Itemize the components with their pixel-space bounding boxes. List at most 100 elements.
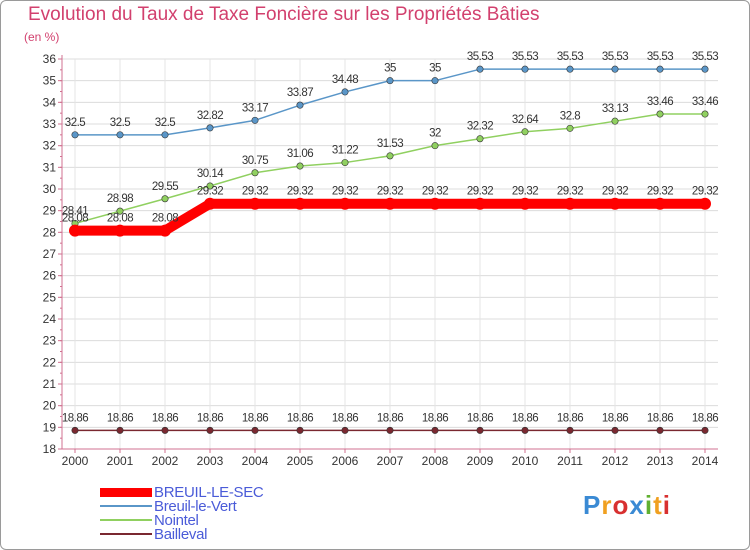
y-tick-label: 29: [43, 204, 57, 218]
proxiti-logo: Proxiti: [583, 490, 671, 521]
data-label: 28.41: [62, 205, 88, 217]
data-label: 29.32: [422, 186, 448, 198]
data-point: [656, 426, 664, 434]
x-tick-label: 2005: [287, 454, 314, 468]
data-label: 33.17: [242, 102, 268, 114]
data-label: 33.13: [602, 103, 628, 115]
data-label: 32: [429, 128, 441, 140]
data-label: 32.5: [65, 117, 85, 129]
legend-swatch-breuil-le-sec: [100, 488, 152, 497]
data-point: [384, 197, 396, 210]
data-label: 35.53: [692, 51, 718, 63]
legend-swatch-nointel: [100, 519, 152, 521]
data-point: [386, 152, 394, 160]
x-tick-label: 2007: [377, 454, 404, 468]
data-label: 35: [384, 63, 396, 75]
data-point: [431, 142, 439, 150]
data-point: [656, 65, 664, 73]
data-point: [294, 197, 306, 210]
data-label: 31.22: [332, 145, 358, 157]
data-label: 32.64: [512, 114, 539, 126]
data-label: 32.82: [197, 110, 223, 122]
data-point: [699, 197, 711, 210]
data-label: 29.32: [647, 186, 673, 198]
data-label: 35.53: [467, 51, 493, 63]
data-label: 18.86: [107, 412, 133, 424]
data-label: 18.86: [62, 412, 88, 424]
data-point: [341, 159, 349, 167]
y-tick-label: 27: [43, 247, 57, 261]
data-label: 18.86: [242, 412, 268, 424]
y-tick-label: 24: [43, 312, 57, 326]
data-label: 29.32: [467, 186, 493, 198]
data-label: 29.32: [602, 186, 628, 198]
data-label: 32.32: [467, 121, 493, 133]
data-point: [609, 197, 621, 210]
data-label: 29.32: [377, 186, 403, 198]
data-label: 32.5: [155, 117, 175, 129]
data-point: [566, 65, 574, 73]
data-point: [521, 426, 529, 434]
data-label: 18.86: [512, 412, 538, 424]
y-tick-label: 25: [43, 290, 57, 304]
y-tick-label: 28: [43, 225, 57, 239]
x-tick-label: 2000: [62, 454, 89, 468]
data-label: 18.86: [197, 412, 223, 424]
legend-label-nointel: Nointel: [154, 512, 199, 529]
data-label: 29.32: [197, 186, 223, 198]
chart-title: Evolution du Taux de Taxe Foncière sur l…: [28, 4, 540, 25]
y-tick-label: 31: [43, 160, 57, 174]
x-tick-label: 2006: [332, 454, 359, 468]
data-point: [71, 131, 79, 139]
y-tick-label: 19: [43, 420, 57, 434]
data-label: 35.53: [557, 51, 583, 63]
data-label: 35.53: [602, 51, 628, 63]
data-label: 29.32: [557, 186, 583, 198]
data-point: [114, 224, 126, 237]
x-tick-label: 2008: [422, 454, 449, 468]
x-tick-label: 2001: [107, 454, 134, 468]
y-tick-label: 33: [43, 117, 57, 131]
data-label: 31.53: [377, 138, 403, 150]
data-point: [251, 116, 259, 124]
data-label: 33.46: [692, 96, 718, 108]
data-label: 18.86: [647, 412, 673, 424]
y-tick-label: 22: [43, 355, 57, 369]
data-point: [656, 110, 664, 118]
x-tick-label: 2003: [197, 454, 224, 468]
y-tick-label: 20: [43, 399, 57, 413]
data-point: [206, 426, 214, 434]
y-tick-label: 36: [43, 52, 57, 66]
y-tick-label: 21: [43, 377, 57, 391]
data-label: 18.86: [467, 412, 493, 424]
data-point: [476, 135, 484, 143]
data-point: [69, 224, 81, 237]
x-tick-label: 2009: [467, 454, 494, 468]
data-label: 29.32: [287, 186, 313, 198]
data-point: [701, 426, 709, 434]
data-point: [204, 197, 216, 210]
data-point: [341, 88, 349, 96]
logo-letter: x: [629, 490, 645, 520]
data-label: 32.8: [560, 110, 580, 122]
legend-label-breuil-le-sec: BREUIL-LE-SEC: [154, 484, 264, 501]
y-tick-label: 26: [43, 269, 57, 283]
data-label: 29.32: [692, 186, 718, 198]
data-label: 29.55: [152, 181, 178, 193]
data-point: [161, 426, 169, 434]
data-point: [386, 426, 394, 434]
legend-label-breuil-le-vert: Breuil-le-Vert: [154, 498, 237, 515]
data-label: 35: [429, 63, 441, 75]
logo-letter: o: [612, 490, 630, 520]
data-label: 30.75: [242, 155, 268, 167]
data-point: [159, 224, 171, 237]
data-point: [564, 197, 576, 210]
data-point: [206, 182, 214, 190]
data-point: [431, 77, 439, 85]
data-point: [296, 426, 304, 434]
y-tick-label: 30: [43, 182, 57, 196]
data-point: [519, 197, 531, 210]
data-point: [566, 426, 574, 434]
x-tick-label: 2012: [602, 454, 629, 468]
